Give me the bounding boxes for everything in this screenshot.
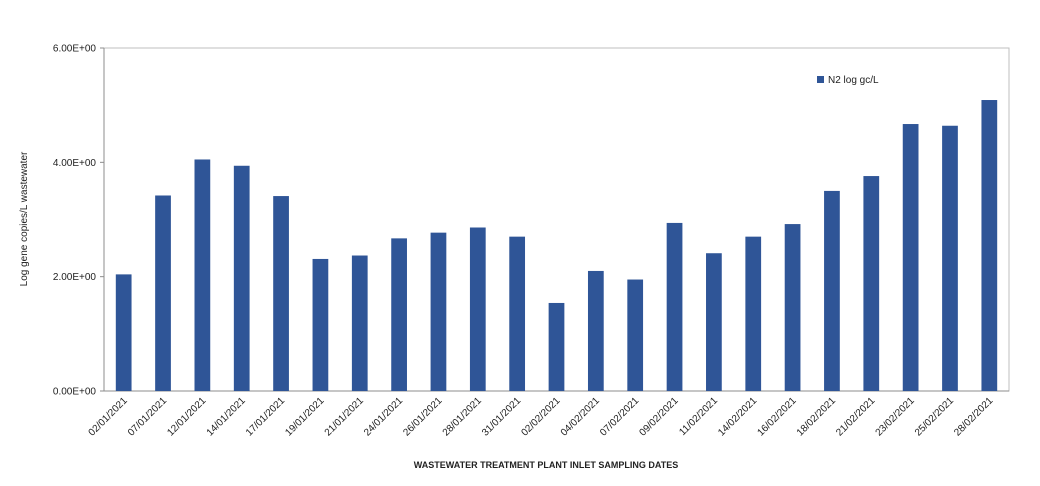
x-tick-label: 28/01/2021: [441, 395, 484, 438]
legend: N2 log gc/L: [817, 75, 879, 86]
x-axis-title: WASTEWATER TREATMENT PLANT INLET SAMPLIN…: [414, 460, 679, 470]
bar: [509, 236, 526, 391]
bar: [273, 196, 289, 391]
bar: [784, 224, 801, 391]
legend-swatch: [817, 76, 824, 83]
bar: [155, 195, 171, 391]
y-tick-label: 2.00E+00: [53, 272, 97, 283]
bar: [902, 124, 919, 391]
bar: [666, 222, 683, 391]
x-tick-label: 24/01/2021: [362, 395, 405, 438]
x-tick-label: 17/01/2021: [244, 395, 287, 438]
x-tick-label: 16/02/2021: [756, 395, 799, 438]
x-tick-label: 11/02/2021: [677, 395, 720, 438]
bar: [351, 255, 368, 391]
y-axis-title: Log gene copies/L wastewater: [19, 151, 30, 286]
x-tick-label: 21/01/2021: [323, 395, 366, 438]
x-tick-label: 07/02/2021: [598, 395, 641, 438]
bar: [587, 270, 604, 391]
x-tick-label: 14/02/2021: [716, 395, 759, 438]
bar: [745, 236, 762, 391]
bar: [233, 165, 250, 391]
bars: [115, 100, 998, 391]
bar: [942, 125, 958, 391]
x-tick-label: 14/01/2021: [205, 395, 248, 438]
x-tick-label: 28/02/2021: [952, 395, 995, 438]
x-tick-label: 21/02/2021: [834, 395, 877, 438]
bar: [469, 227, 486, 391]
x-tick-label: 04/02/2021: [559, 395, 602, 438]
bar: [863, 176, 880, 391]
y-tick-label: 4.00E+00: [53, 158, 97, 169]
x-tick-label: 26/01/2021: [401, 395, 444, 438]
bar: [981, 100, 998, 391]
x-tick-label: 23/02/2021: [874, 395, 917, 438]
x-ticks: 02/01/202107/01/202112/01/202114/01/2021…: [87, 395, 996, 438]
bar: [430, 232, 447, 391]
x-tick-label: 25/02/2021: [913, 395, 956, 438]
x-tick-label: 18/02/2021: [795, 395, 838, 438]
y-ticks: 0.00E+00 2.00E+00 4.00E+00 6.00E+00: [53, 44, 104, 398]
y-tick-label: 6.00E+00: [53, 44, 97, 55]
x-tick-label: 02/01/2021: [87, 395, 130, 438]
x-tick-label: 09/02/2021: [637, 395, 680, 438]
bar: [548, 302, 565, 391]
bar: [391, 238, 407, 391]
legend-label: N2 log gc/L: [828, 75, 879, 86]
x-tick-label: 12/01/2021: [165, 395, 208, 438]
x-tick-label: 31/01/2021: [480, 395, 523, 438]
y-tick-label: 0.00E+00: [53, 387, 97, 398]
bar: [194, 159, 211, 391]
bar: [115, 274, 132, 391]
x-tick-label: 07/01/2021: [126, 395, 169, 438]
bar: [627, 279, 644, 391]
bar: [312, 258, 329, 391]
x-tick-label: 19/01/2021: [283, 395, 326, 438]
bar: [824, 190, 840, 391]
x-tick-label: 02/02/2021: [519, 395, 562, 438]
bar: [706, 253, 722, 391]
